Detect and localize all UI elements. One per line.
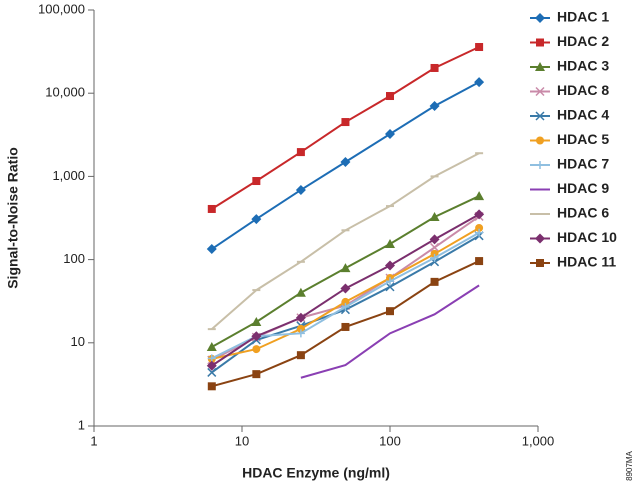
legend-marker <box>535 62 545 71</box>
marker <box>430 277 439 286</box>
legend-label: HDAC 8 <box>557 82 609 98</box>
x-tick-label: 1 <box>90 433 97 448</box>
legend-marker <box>535 86 545 97</box>
legend-marker <box>535 233 545 244</box>
marker <box>251 316 262 326</box>
legend-label: HDAC 10 <box>557 229 617 245</box>
legend-marker <box>536 136 544 145</box>
marker <box>474 209 485 220</box>
marker <box>386 307 394 316</box>
marker <box>385 238 395 248</box>
marker <box>251 331 262 342</box>
marker <box>430 63 439 72</box>
marker <box>474 191 485 201</box>
series-line <box>300 284 480 379</box>
legend-label: HDAC 11 <box>557 254 616 270</box>
marker <box>475 228 484 237</box>
marker <box>385 129 395 140</box>
marker <box>252 370 261 379</box>
marker <box>295 184 306 195</box>
marker <box>385 260 395 271</box>
marker <box>385 282 395 292</box>
legend-label: HDAC 1 <box>557 9 609 25</box>
legend-label: HDAC 3 <box>557 58 609 74</box>
marker <box>340 156 351 167</box>
marker <box>206 342 217 352</box>
legend-marker <box>536 259 544 267</box>
marker <box>251 214 262 225</box>
figure-code: 8907MA <box>625 450 634 480</box>
legend-label: HDAC 9 <box>557 180 609 196</box>
marker <box>475 257 484 266</box>
marker <box>340 283 351 294</box>
legend-marker <box>535 111 545 121</box>
marker <box>296 351 305 360</box>
marker <box>252 177 261 186</box>
legend-marker <box>535 13 545 23</box>
marker <box>430 253 439 262</box>
y-tick-label: 1 <box>78 417 85 432</box>
marker <box>296 148 305 157</box>
y-tick-label: 10 <box>71 334 85 349</box>
marker <box>475 223 484 232</box>
legend-label: HDAC 5 <box>557 131 609 147</box>
marker <box>206 244 217 255</box>
marker <box>207 367 217 377</box>
marker <box>430 242 440 252</box>
marker <box>341 302 350 311</box>
marker <box>386 277 394 286</box>
marker <box>206 360 217 371</box>
legend-label: HDAC 4 <box>557 107 609 123</box>
marker <box>296 324 305 333</box>
marker <box>341 118 350 127</box>
legend-label: HDAC 6 <box>557 205 609 221</box>
y-tick-label: 100 <box>63 251 85 266</box>
marker <box>341 297 350 306</box>
y-tick-label: 10,000 <box>45 85 85 100</box>
legend-marker <box>536 161 544 169</box>
y-axis-title: Signal-to-Noise Ratio <box>5 147 21 289</box>
y-tick-label: 100,000 <box>38 1 85 16</box>
marker <box>475 43 484 52</box>
marker <box>474 77 485 88</box>
marker <box>429 100 440 111</box>
y-tick-label: 1,000 <box>52 168 85 183</box>
marker <box>341 322 350 331</box>
marker <box>340 263 351 273</box>
x-tick-label: 1,000 <box>522 433 555 448</box>
marker <box>429 212 440 222</box>
series-line <box>211 46 480 210</box>
marker <box>386 92 394 101</box>
legend-marker <box>536 38 544 47</box>
marker <box>252 345 261 354</box>
legend-label: HDAC 7 <box>557 156 609 172</box>
x-axis-title: HDAC Enzyme (ng/ml) <box>242 465 390 481</box>
marker <box>207 204 216 213</box>
x-tick-label: 100 <box>379 433 401 448</box>
marker <box>295 287 306 297</box>
marker <box>295 312 306 323</box>
legend-label: HDAC 2 <box>557 33 609 49</box>
marker <box>296 329 305 338</box>
marker <box>429 234 440 245</box>
x-tick-label: 10 <box>235 433 249 448</box>
marker <box>207 382 216 391</box>
